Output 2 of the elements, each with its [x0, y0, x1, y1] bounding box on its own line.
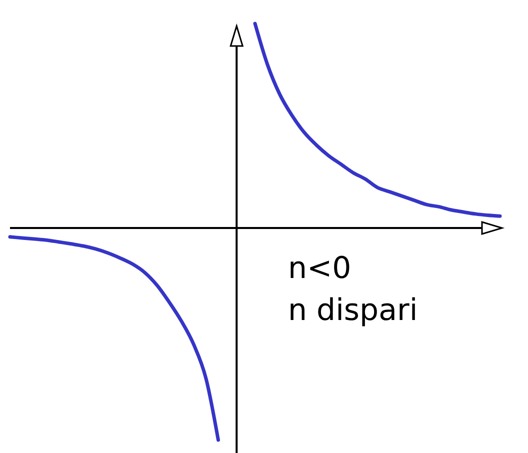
annotation: n dispari [288, 293, 418, 328]
annotation: n<0 [288, 251, 352, 286]
